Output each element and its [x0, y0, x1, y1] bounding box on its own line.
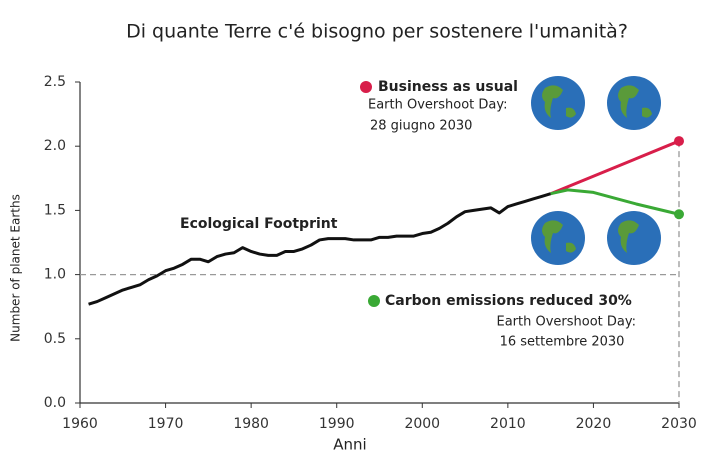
- x-tick-label: 1960: [62, 416, 98, 432]
- x-tick-label: 2010: [490, 416, 526, 432]
- y-tick-label: 0.0: [44, 395, 66, 411]
- series-label: Ecological Footprint: [180, 216, 338, 232]
- x-tick-label: 2000: [404, 416, 440, 432]
- annotation: 16 settembre 2030: [500, 335, 625, 350]
- legend-dot: [360, 81, 372, 93]
- x-tick-label: 1990: [319, 416, 355, 432]
- x-tick-label: 1970: [148, 416, 184, 432]
- y-tick-label: 1.0: [44, 267, 66, 283]
- y-tick-label: 0.5: [44, 331, 66, 347]
- annotation: Earth Overshoot Day:: [496, 315, 636, 330]
- end-point: [674, 209, 684, 220]
- chart-title: Di quante Terre c'é bisogno per sostener…: [126, 21, 628, 43]
- annotation: Earth Overshoot Day:: [368, 98, 508, 113]
- series-label: Business as usual: [378, 79, 518, 95]
- end-point: [674, 136, 684, 147]
- y-tick-label: 2.5: [44, 74, 66, 90]
- earth-icon: [531, 76, 585, 130]
- y-tick-label: 1.5: [44, 202, 66, 218]
- earth-icons: [531, 76, 661, 265]
- series-line: [550, 139, 680, 196]
- annotation: 28 giugno 2030: [370, 119, 472, 134]
- legend-dot: [368, 295, 380, 307]
- earth-icon: [607, 211, 661, 265]
- y-axis-label: Number of planet Earths: [9, 194, 23, 342]
- earth-icon: [607, 76, 661, 130]
- series-line: [550, 188, 680, 216]
- series-label: Carbon emissions reduced 30%: [385, 293, 632, 309]
- series-line: [88, 192, 552, 306]
- x-tick-label: 2020: [576, 416, 612, 432]
- y-tick-label: 2.0: [44, 138, 66, 154]
- earth-icon: [531, 211, 585, 265]
- x-tick-label: 2030: [661, 416, 697, 432]
- x-axis-label: Anni: [333, 436, 366, 454]
- x-tick-label: 1980: [233, 416, 269, 432]
